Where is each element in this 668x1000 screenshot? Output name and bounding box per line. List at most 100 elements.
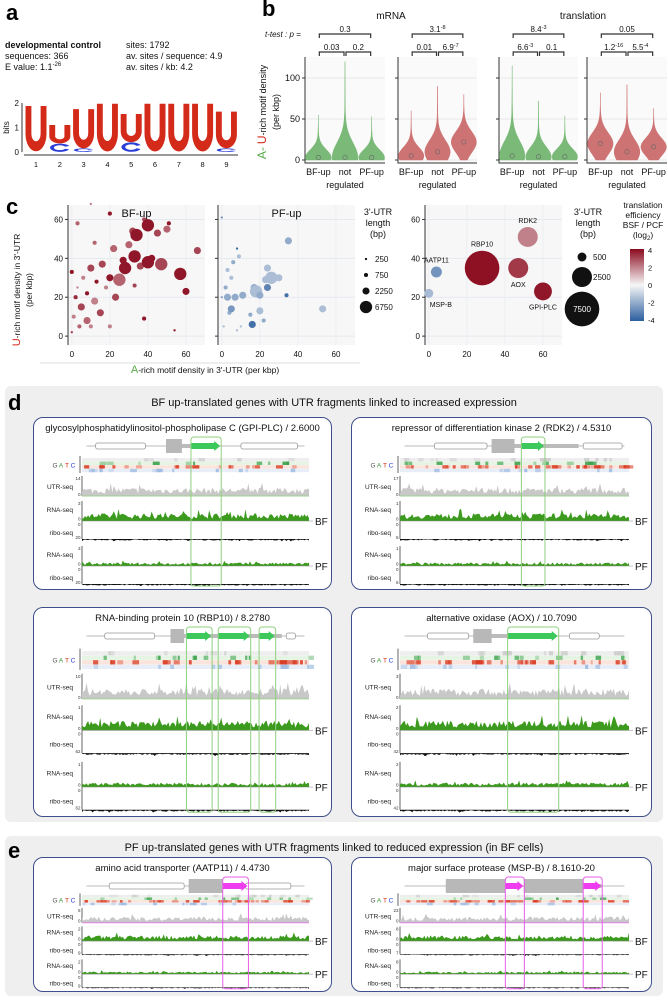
- scatter-point: [174, 267, 187, 281]
- p-top-pvalue: 3.1-8: [429, 25, 445, 34]
- heatmap-cell: [215, 468, 219, 473]
- heatmap-cell: [285, 664, 289, 669]
- nucleotide-label-T: T: [65, 898, 69, 905]
- rna-seq-label: RNA-seq: [47, 930, 74, 937]
- heatmap-cell: [499, 468, 503, 473]
- size-legend2-value: 7500: [573, 305, 591, 314]
- heatmap-cell: [617, 651, 625, 656]
- p-top-pvalue: 8.4-3: [530, 25, 546, 34]
- heatmap-cell: [535, 655, 539, 660]
- heatmap-cell: [108, 468, 114, 473]
- violin-ylabel-line2: (per kbp): [271, 94, 281, 130]
- utr-fragment-highlight: [258, 626, 277, 813]
- scatter-ytick: 20: [54, 293, 63, 302]
- scatter-point: [130, 228, 143, 242]
- scatter-point: [284, 293, 289, 298]
- track-scale: 42: [393, 749, 399, 754]
- nucleotide-heatmap-row: [82, 651, 309, 656]
- utr-fragment-highlight: [222, 876, 249, 990]
- size-legend-dot: [359, 300, 373, 314]
- heatmap-cell: [99, 461, 107, 465]
- track-scale: 0: [396, 942, 399, 947]
- p-right-pvalue-base: 6.9: [443, 43, 455, 52]
- violin-category-label: BF-up: [500, 167, 525, 177]
- violin-plots: t-test : p = A- U-rich motif density (per k…: [255, 11, 667, 190]
- scatter-point: [225, 267, 230, 273]
- heatmap-cell: [599, 465, 605, 469]
- track-scale: 0: [78, 516, 81, 521]
- utr-fragment-highlight: [582, 876, 603, 990]
- heatmap-cell: [112, 894, 119, 898]
- heatmap-cell: [245, 468, 249, 473]
- size-legend2-title: (bp): [580, 229, 596, 239]
- violin-median: [435, 149, 441, 155]
- heatmap-cell: [205, 651, 209, 656]
- heatmap-cell: [475, 660, 481, 665]
- heatmap-cell: [109, 894, 113, 898]
- heatmap-cell: [149, 458, 154, 462]
- track-scale: 0: [396, 695, 399, 700]
- track-scale: 6: [396, 580, 399, 585]
- gene-tracks: G A T C UTR-seq 3 0 RNA-seq 2 0 ribo-seq 0 42 BF RNA-s…: [365, 626, 648, 813]
- heatmap-cell: [475, 664, 478, 669]
- utr-fragment-arrow: [507, 631, 558, 641]
- rna-seq-label: RNA-seq: [365, 507, 392, 514]
- heatmap-cell: [597, 468, 600, 473]
- violin-pf-up: [358, 116, 385, 161]
- nucleotide-heatmap-row: [400, 655, 629, 660]
- track-scale: 0: [396, 936, 399, 941]
- heatmap-cell: [616, 894, 622, 898]
- scatter-xtick: 40: [500, 350, 509, 359]
- heatmap-cell: [112, 465, 116, 469]
- scatter-point: [81, 275, 86, 280]
- logo-position: 5: [129, 160, 133, 169]
- p-right-bracket: [538, 51, 565, 56]
- cds-box: [491, 439, 515, 453]
- track-scale: 2: [396, 705, 399, 710]
- heatmap-cell: [550, 660, 555, 665]
- track-scale: 0: [78, 975, 81, 980]
- scatter-xtick: 0: [70, 350, 75, 359]
- panel-e-title: PF up-translated genes with UTR fragment…: [124, 842, 544, 854]
- heatmap-cell: [502, 651, 507, 656]
- p-top-pvalue-base: 8.4: [530, 25, 542, 34]
- signal-track: [400, 508, 629, 521]
- heatmap-cell: [524, 468, 528, 473]
- heatmap-cell: [406, 660, 414, 665]
- heatmap-cell: [576, 465, 580, 469]
- heatmap-cell: [100, 897, 105, 900]
- violin-axis: [498, 57, 578, 164]
- nucleotide-heatmap-row: [400, 465, 629, 469]
- heatmap-cell: [128, 900, 132, 903]
- p-left-pvalue: 0.03: [324, 43, 340, 52]
- cds-box: [170, 629, 185, 643]
- heatmap-cell: [99, 465, 104, 469]
- track-scale: 20: [75, 535, 81, 540]
- heatmap-cell: [443, 664, 447, 669]
- heatmap-cell: [592, 897, 597, 900]
- heatmap-cell: [92, 468, 98, 473]
- heatmap-cell: [539, 897, 542, 900]
- nucleotide-label-A: A: [59, 658, 64, 665]
- track-scale: 20: [75, 580, 81, 585]
- heatmap-cell: [103, 900, 110, 903]
- violin-category-label: not: [431, 167, 444, 177]
- heatmap-cell: [277, 660, 282, 665]
- scatter-point: [464, 250, 500, 286]
- scatter-point: [430, 266, 442, 278]
- size-legend2-title: length: [576, 218, 601, 228]
- heatmap-cell: [547, 902, 555, 906]
- cds-box: [445, 879, 506, 893]
- signal-track: [82, 932, 309, 942]
- scatter-point: [136, 262, 144, 270]
- p-left-pvalue-base: 0.01: [417, 43, 433, 52]
- heatmap-cell: [235, 660, 240, 665]
- heatmap-cell: [172, 900, 179, 903]
- color-legend-unit-base: (log: [633, 230, 647, 240]
- utr-fragment-highlight: [520, 436, 546, 587]
- heatmap-cell: [404, 458, 410, 462]
- heatmap-cell: [510, 900, 518, 903]
- heatmap-cell: [599, 897, 607, 900]
- heatmap-cell: [445, 660, 452, 665]
- heatmap-cell: [460, 902, 467, 906]
